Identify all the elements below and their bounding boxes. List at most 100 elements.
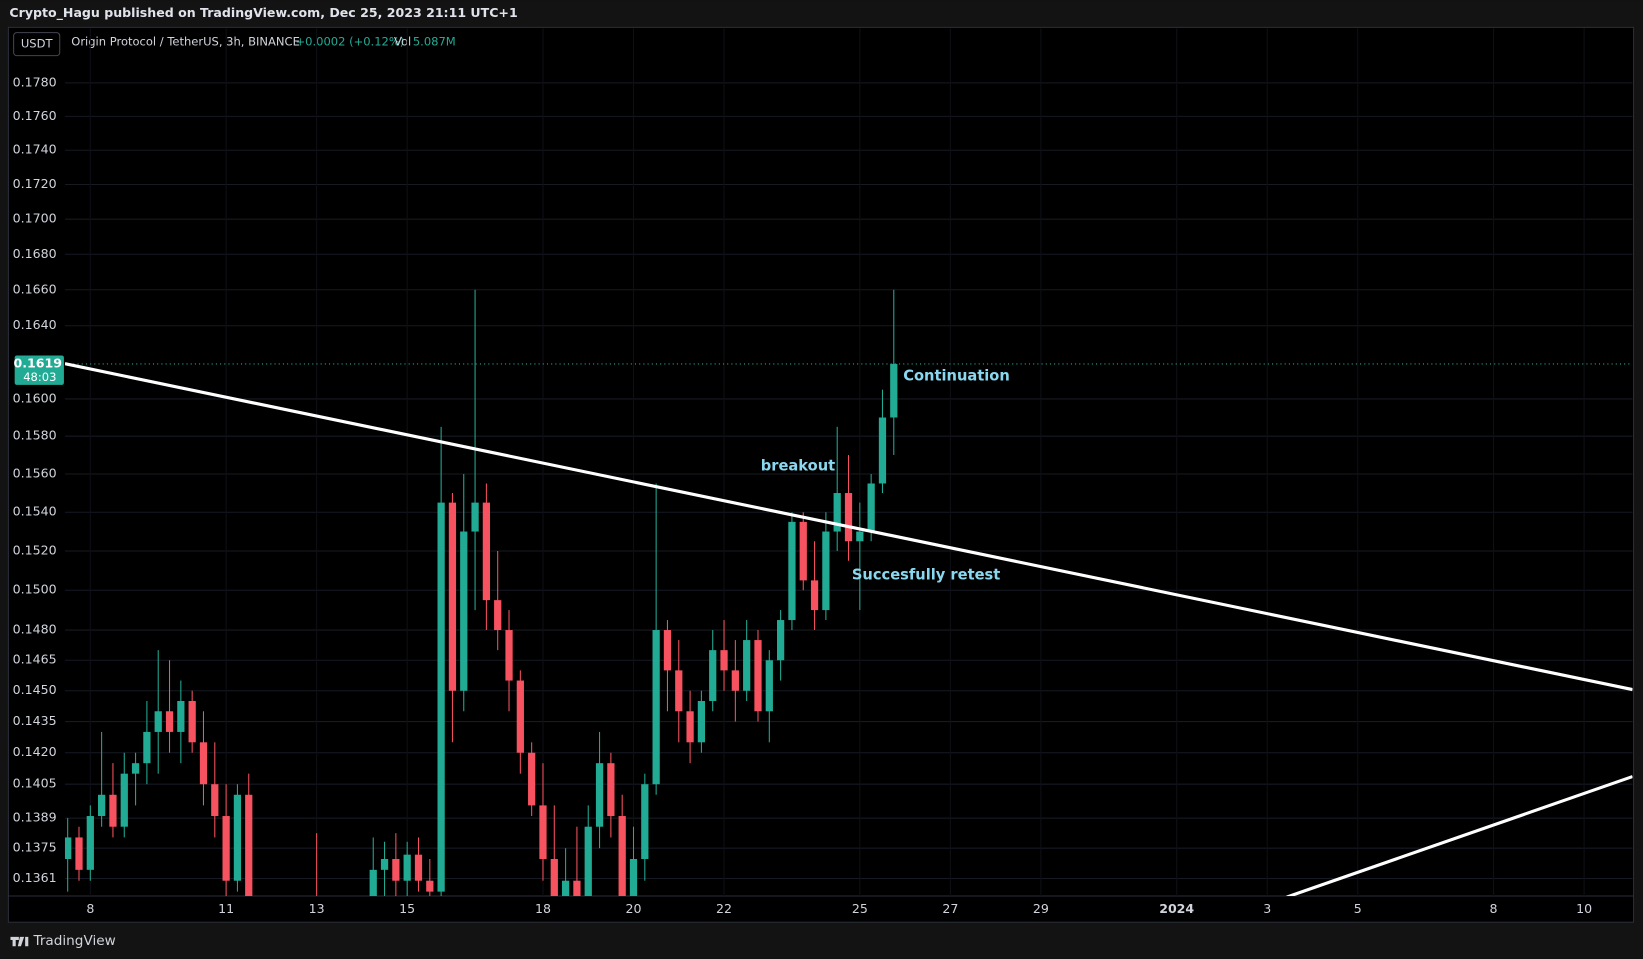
candle-body	[822, 531, 830, 611]
candle-body	[426, 880, 434, 892]
candle-body	[199, 742, 208, 785]
vol-label: Vol	[394, 35, 411, 49]
y-tick-label: 0.1680	[13, 246, 57, 261]
y-tick-label: 0.1420	[13, 744, 57, 759]
candle-body	[211, 784, 219, 817]
countdown: 48:03	[23, 370, 56, 384]
candle-body	[629, 858, 638, 897]
candle-body	[709, 650, 717, 701]
candle-body	[516, 680, 524, 753]
x-tick-label: 5	[1354, 901, 1362, 916]
y-tick-label: 0.1500	[13, 582, 57, 597]
y-tick-label: 0.1760	[13, 108, 57, 123]
candle-body	[584, 826, 592, 897]
y-tick-label: 0.1450	[13, 682, 57, 697]
y-tick-label: 0.1375	[13, 840, 57, 855]
x-tick-label: 11	[218, 901, 234, 916]
x-tick-label: 3	[1263, 901, 1271, 916]
candle-body	[528, 752, 536, 806]
candle-body	[878, 417, 887, 484]
candle-body	[561, 880, 570, 897]
candle-body	[652, 630, 660, 785]
trendline	[1286, 775, 1633, 897]
x-tick-label: 27	[942, 901, 958, 916]
y-tick-label: 0.1740	[13, 142, 57, 157]
x-tick-label: 8	[1490, 901, 1498, 916]
x-tick-label: 8	[86, 901, 94, 916]
candle-body	[75, 837, 83, 870]
candle-body	[403, 854, 411, 881]
candle-body	[833, 493, 841, 532]
y-tick-label: 0.1465	[13, 652, 57, 667]
candle-body	[165, 711, 174, 732]
y-tick-label: 0.1580	[13, 428, 57, 443]
x-tick-label: 15	[399, 901, 415, 916]
y-tick-label: 0.1640	[13, 317, 57, 332]
candle-body	[550, 858, 558, 897]
x-tick-label: 2024	[1159, 901, 1194, 916]
x-tick-label: 25	[852, 901, 868, 916]
candle-body	[765, 660, 773, 712]
y-tick-label: 0.1720	[13, 176, 57, 191]
candle-body	[776, 620, 785, 661]
annotation: Continuation	[903, 367, 1010, 384]
candles	[64, 289, 1633, 897]
candle-body	[675, 670, 683, 712]
y-tick-label: 0.1520	[13, 542, 57, 557]
candle-body	[120, 773, 128, 827]
publisher: Crypto_Hagu published on TradingView.com…	[9, 5, 517, 21]
candle-body	[505, 630, 513, 681]
annotation: Succesfully retest	[852, 566, 1000, 583]
candle-body	[471, 502, 479, 532]
candle-body	[64, 837, 72, 859]
candle-body	[810, 580, 819, 611]
x-tick-label: 10	[1576, 901, 1592, 916]
candle-body	[743, 640, 751, 691]
candle-body	[143, 731, 151, 764]
candle-body	[494, 600, 502, 631]
candle-body	[641, 784, 649, 859]
price-tag	[14, 355, 64, 385]
candle-body	[414, 854, 423, 881]
trendline	[64, 362, 1633, 692]
candle-body	[595, 763, 604, 827]
candle-body	[131, 763, 140, 774]
candle-body	[890, 363, 898, 418]
candle-body	[98, 794, 106, 817]
candle-body	[697, 700, 706, 743]
y-tick-label: 0.1389	[13, 810, 57, 825]
y-tick-label: 0.1540	[13, 504, 57, 519]
candle-body	[788, 521, 796, 621]
candle-body	[482, 502, 491, 601]
symbol: Origin Protocol / TetherUS, 3h, BINANCE	[71, 35, 300, 49]
x-tick-label: 13	[309, 901, 325, 916]
y-tick-label: 0.1480	[13, 622, 57, 637]
x-tick-label: 22	[716, 901, 732, 916]
y-tick-label: 0.1435	[13, 713, 57, 728]
candle-body	[222, 816, 230, 881]
candle-body	[539, 805, 547, 859]
candle-body	[437, 502, 445, 892]
candle-body	[154, 711, 162, 732]
logo	[10, 936, 29, 947]
x-tick-label: 18	[535, 901, 551, 916]
x-tick-label: 29	[1033, 901, 1049, 916]
candle-body	[686, 711, 694, 743]
candle-body	[109, 794, 117, 827]
vol-value: 5.087M	[413, 35, 456, 49]
candle-body	[867, 483, 875, 532]
currency[interactable]: USDT	[21, 37, 54, 51]
candle-body	[799, 521, 807, 581]
candle-body	[731, 670, 739, 691]
candle-body	[369, 869, 377, 897]
x-tick-label: 20	[626, 901, 642, 916]
y-tick-label: 0.1361	[13, 870, 57, 885]
candle-body	[392, 858, 400, 881]
price-tag-value: 0.1619	[13, 355, 61, 370]
y-tick-label: 0.1405	[13, 776, 57, 791]
change: +0.0002 (+0.12%)	[295, 35, 404, 49]
currency-button[interactable]	[13, 32, 61, 57]
y-tick-label: 0.1660	[13, 281, 57, 296]
candle-body	[460, 531, 468, 691]
